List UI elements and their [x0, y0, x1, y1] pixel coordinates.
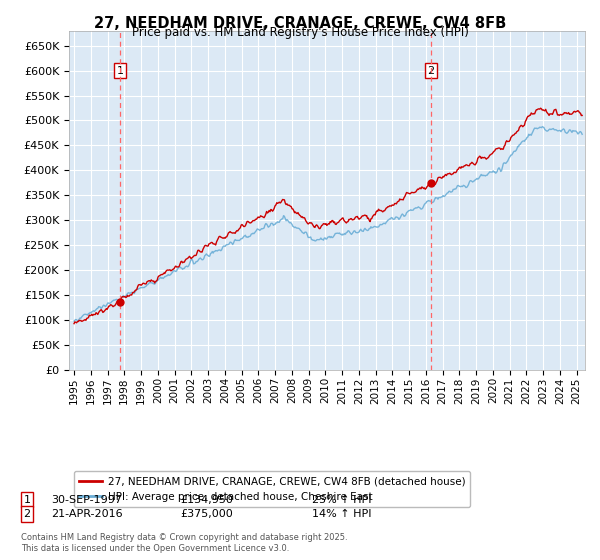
Text: 2: 2 — [427, 66, 434, 76]
Text: 21-APR-2016: 21-APR-2016 — [51, 509, 122, 519]
Text: 1: 1 — [23, 494, 31, 505]
Text: 27, NEEDHAM DRIVE, CRANAGE, CREWE, CW4 8FB: 27, NEEDHAM DRIVE, CRANAGE, CREWE, CW4 8… — [94, 16, 506, 31]
Text: 2: 2 — [23, 509, 31, 519]
Text: 1: 1 — [116, 66, 124, 76]
Text: Price paid vs. HM Land Registry's House Price Index (HPI): Price paid vs. HM Land Registry's House … — [131, 26, 469, 39]
Text: Contains HM Land Registry data © Crown copyright and database right 2025.
This d: Contains HM Land Registry data © Crown c… — [21, 533, 347, 553]
Text: £375,000: £375,000 — [180, 509, 233, 519]
Text: 14% ↑ HPI: 14% ↑ HPI — [312, 509, 371, 519]
Legend: 27, NEEDHAM DRIVE, CRANAGE, CREWE, CW4 8FB (detached house), HPI: Average price,: 27, NEEDHAM DRIVE, CRANAGE, CREWE, CW4 8… — [74, 472, 470, 507]
Text: 30-SEP-1997: 30-SEP-1997 — [51, 494, 122, 505]
Text: £134,950: £134,950 — [180, 494, 233, 505]
Text: 25% ↑ HPI: 25% ↑ HPI — [312, 494, 371, 505]
